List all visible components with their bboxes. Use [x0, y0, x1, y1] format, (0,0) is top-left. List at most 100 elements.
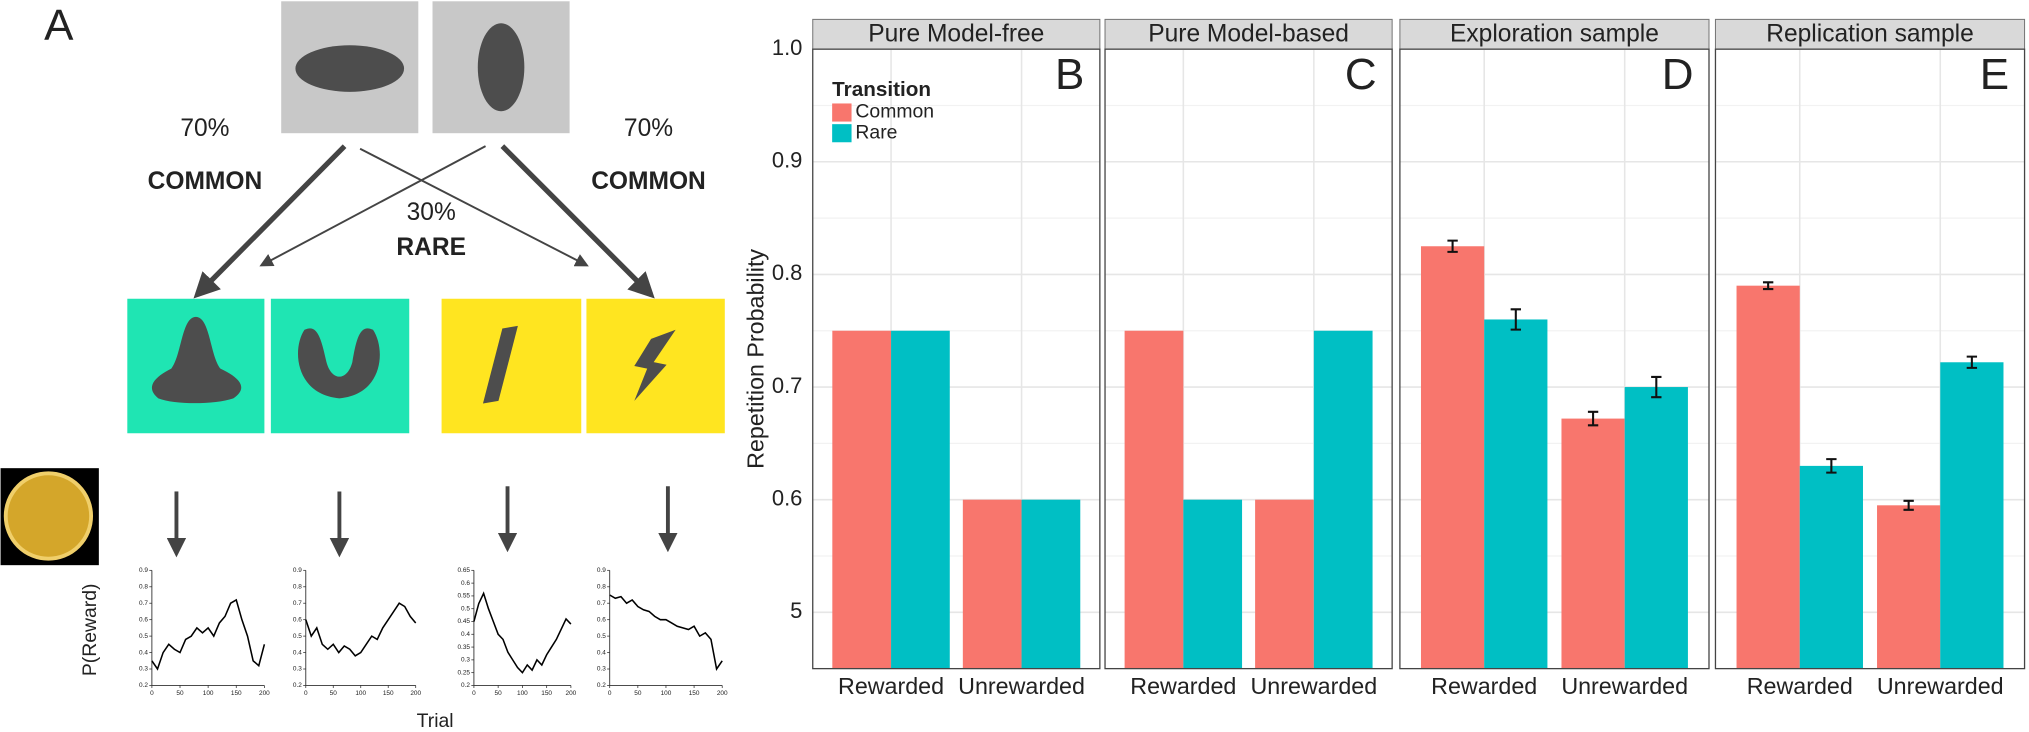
bar: [1124, 330, 1184, 669]
panel-title: Pure Model-free: [868, 20, 1044, 47]
y-tick-label: 0.7: [293, 600, 302, 607]
error-bar: [1826, 458, 1837, 474]
y-tick-label: 0.6: [461, 580, 470, 587]
line-series: [473, 591, 572, 674]
y-tick-label: 0.6: [293, 616, 302, 623]
y-tick-label: 0.7: [597, 600, 606, 607]
x-tick-label: 0: [472, 690, 476, 697]
probability-label: 30%: [407, 199, 456, 226]
bar: [1561, 418, 1625, 669]
bar: [1624, 387, 1688, 669]
y-tick-label: 0.4: [461, 631, 470, 638]
x-tick-label: 50: [495, 690, 503, 697]
strip: [1714, 18, 2026, 50]
line-series: [151, 598, 266, 671]
axis-label: Trial: [417, 710, 454, 732]
y-tick-label: 0.8: [293, 583, 302, 590]
probability-label: 70%: [624, 115, 673, 142]
legend-label: Common: [855, 101, 934, 123]
arrow: [259, 145, 487, 267]
y-tick-label: 0.9: [139, 567, 148, 574]
panel-letter: B: [1055, 50, 1084, 99]
error-bar: [1762, 281, 1774, 291]
axis: [305, 570, 416, 686]
y-tick-label: 0.5: [139, 633, 148, 640]
y-tick-label: 0.5: [293, 633, 302, 640]
axis-label: P(Reward): [79, 584, 101, 677]
panel-border: [1104, 48, 1393, 670]
panel-letter: D: [1662, 50, 1694, 99]
bar: [1021, 499, 1081, 669]
panel-title: Exploration sample: [1450, 20, 1659, 47]
bar: [832, 330, 892, 669]
y-tick-label: 0.5: [461, 605, 470, 612]
panel-border: [812, 48, 1101, 670]
arrow: [359, 147, 589, 267]
y-tick-label: 0.65: [457, 567, 470, 574]
stage2-shape: [151, 316, 242, 404]
strip: [1399, 18, 1710, 50]
stage2-box: [270, 298, 410, 434]
bar: [962, 499, 1022, 669]
legend-title: Transition: [832, 78, 931, 101]
x-tick-label: Unrewarded: [958, 673, 1085, 699]
bar: [1940, 362, 2004, 669]
stage2-shape: [634, 329, 676, 401]
bar: [1799, 465, 1863, 669]
axis: [473, 570, 571, 686]
bar: [1736, 285, 1800, 669]
stage2-shape: [297, 328, 380, 399]
y-tick-label: 0.6: [597, 616, 606, 623]
y-tick-label: 0.55: [457, 593, 470, 600]
x-tick-label: 100: [355, 690, 366, 697]
y-tick-label: 0.45: [457, 618, 470, 625]
x-tick-label: Unrewarded: [1250, 673, 1377, 699]
y-tick-label: 0.9: [597, 567, 606, 574]
x-tick-label: 50: [176, 690, 184, 697]
panel-a: A 70% COMMON 30% RARE 70% COMMON P(Rewar…: [0, 1, 725, 732]
arrow: [500, 144, 655, 299]
x-tick-label: 150: [231, 690, 242, 697]
y-tick-label: 0.25: [457, 669, 470, 676]
error-bar: [1903, 499, 1914, 511]
y-tick-label: 5: [790, 598, 802, 623]
panel-letter: A: [44, 1, 74, 50]
x-tick-label: 0: [608, 690, 612, 697]
x-tick-label: Rewarded: [1747, 673, 1853, 699]
stage2-shape: [482, 325, 518, 404]
y-tick-label: 0.8: [597, 583, 606, 590]
x-tick-label: 50: [330, 690, 338, 697]
y-tick-label: 0.7: [139, 600, 148, 607]
panel-border: [1714, 48, 2026, 670]
error-bar: [1966, 355, 1978, 369]
panel-border: [1399, 48, 1710, 670]
x-tick-label: 150: [383, 690, 394, 697]
transition-label: RARE: [396, 234, 466, 261]
bar: [1183, 499, 1243, 669]
x-tick-label: 100: [517, 690, 528, 697]
y-tick-label: 0.4: [139, 649, 148, 656]
line-series: [305, 602, 417, 657]
y-tick-label: 0.2: [597, 682, 606, 689]
y-tick-label: 0.6: [772, 485, 803, 510]
y-tick-label: 0.8: [139, 583, 148, 590]
y-tick-label: 0.9: [772, 148, 803, 173]
x-tick-label: 150: [541, 690, 552, 697]
strip: [1104, 18, 1393, 50]
bar: [1484, 319, 1548, 669]
legend-swatch: [832, 124, 852, 143]
x-tick-label: 200: [259, 690, 270, 697]
y-tick-label: 0.35: [457, 644, 470, 651]
bar: [1877, 505, 1941, 669]
x-tick-label: 50: [634, 690, 642, 697]
panel-letter: C: [1345, 50, 1377, 99]
probability-label: 70%: [180, 115, 229, 142]
stage2-box: [441, 298, 582, 434]
y-tick-label: 0.4: [597, 649, 606, 656]
stimulus-shape: [295, 45, 405, 92]
y-tick-label: 1.0: [772, 35, 803, 60]
x-tick-label: 200: [410, 690, 421, 697]
y-tick-label: 0.3: [139, 666, 148, 673]
panel-title: Replication sample: [1766, 20, 1974, 47]
